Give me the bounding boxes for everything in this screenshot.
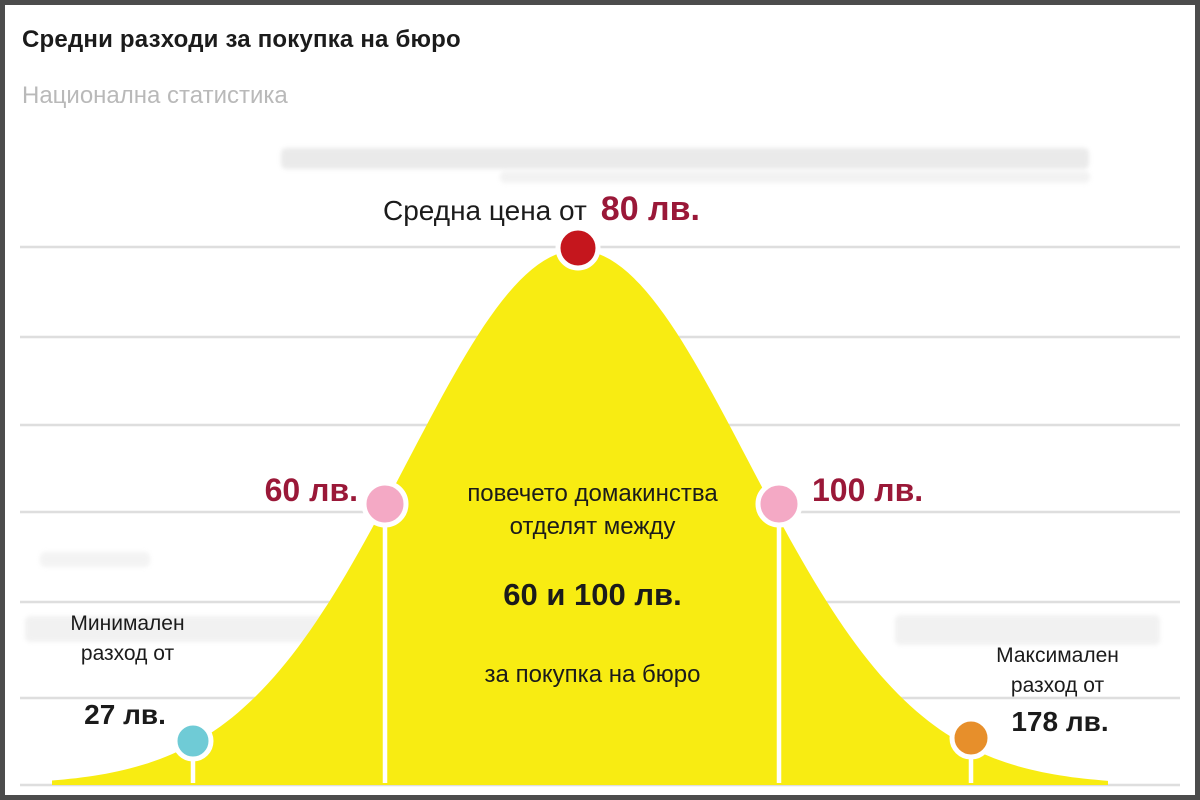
mean-annotation-text: Средна цена от <box>383 195 587 226</box>
max-marker <box>949 716 993 760</box>
ghost-text-artifact <box>281 148 1089 169</box>
upper-typical-marker <box>755 480 803 528</box>
center-annotation: повечето домакинства отделят между <box>420 477 765 543</box>
upper-typical-value: 100 лв. <box>812 472 924 508</box>
mean-annotation: Средна цена от 80 лв. <box>383 190 700 229</box>
marker-dots <box>172 225 993 762</box>
ghost-text-artifact <box>895 615 1160 645</box>
chart-subtitle: Национална статистика <box>22 82 288 109</box>
lower-typical-marker <box>361 480 409 528</box>
max-annotation-line1: Максимален <box>996 644 1119 667</box>
lower-typical-value: 60 лв. <box>264 472 358 508</box>
ghost-text-artifact <box>40 552 150 567</box>
min-annotation-line1: Минимален <box>70 612 185 635</box>
mean-marker <box>555 225 601 271</box>
min-marker <box>172 720 214 762</box>
center-annotation-line3: за покупка на бюро <box>484 661 701 688</box>
max-value: 178 лв. <box>1011 706 1109 737</box>
max-annotation: Максимален разход от <box>975 641 1140 701</box>
typical-range-value: 60 и 100 лв. <box>503 577 682 612</box>
max-annotation-line2: разход от <box>1010 674 1105 697</box>
center-annotation-line2: отделят между <box>509 513 676 540</box>
chart-title: Средни разходи за покупка на бюро <box>22 26 461 53</box>
ghost-text-artifact <box>500 171 1090 183</box>
mean-value: 80 лв. <box>600 190 701 228</box>
center-annotation-line1: повечето домакинства <box>467 480 718 507</box>
min-annotation: Минимален разход от <box>45 609 210 669</box>
min-value: 27 лв. <box>84 699 166 730</box>
min-annotation-line2: разход от <box>80 642 175 665</box>
bell-curve-area <box>52 250 1108 785</box>
